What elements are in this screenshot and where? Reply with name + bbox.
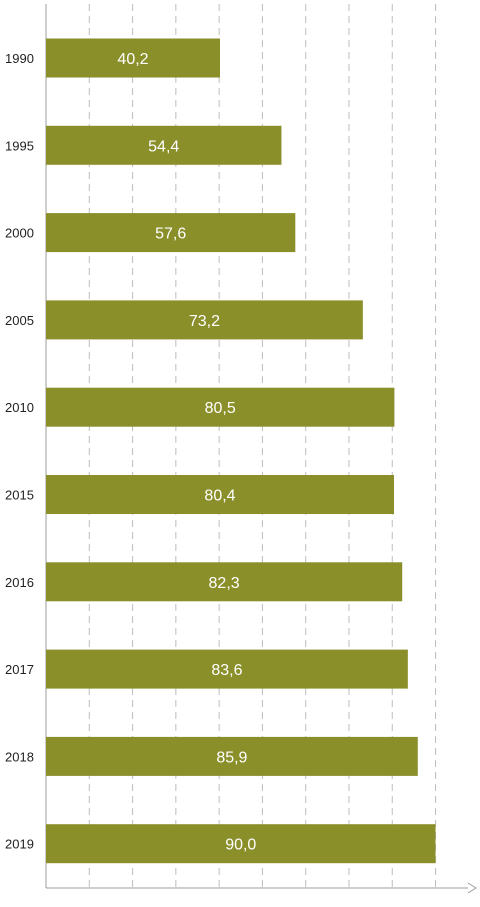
data-label: 85,9 [216,749,247,766]
data-label: 90,0 [225,837,256,854]
data-label: 80,4 [204,488,235,505]
category-tick-label: 2016 [5,575,34,590]
data-label: 83,6 [211,662,242,679]
data-label: 54,4 [148,138,179,155]
bar [46,387,395,427]
bar [46,475,394,514]
bars [46,38,436,864]
bar [46,38,220,78]
bar [46,562,403,602]
category-tick-label: 2019 [5,837,34,852]
category-tick-label: 2000 [5,226,34,241]
data-label: 80,5 [205,400,236,417]
bar [46,824,436,864]
bar [46,649,408,689]
bar [46,125,282,165]
x-axis-arrow [467,882,477,894]
category-tick-label: 1995 [5,138,34,153]
category-tick-label: 2017 [5,662,34,677]
bar [46,736,418,776]
data-label: 73,2 [189,313,220,330]
category-tick-label: 1990 [5,51,34,66]
category-tick-label: 2018 [5,749,34,764]
bar [46,213,296,253]
data-label: 40,2 [117,51,148,68]
category-tick-label: 2015 [5,488,34,503]
category-tick-label: 2010 [5,400,34,415]
bar [46,300,363,340]
labels: 40,2 1990 54,4 1995 57,6 2000 73,2 2005 80,5 2010… [5,51,256,854]
category-tick-label: 2005 [5,313,34,328]
data-label: 57,6 [155,226,186,243]
data-label: 82,3 [209,575,240,592]
